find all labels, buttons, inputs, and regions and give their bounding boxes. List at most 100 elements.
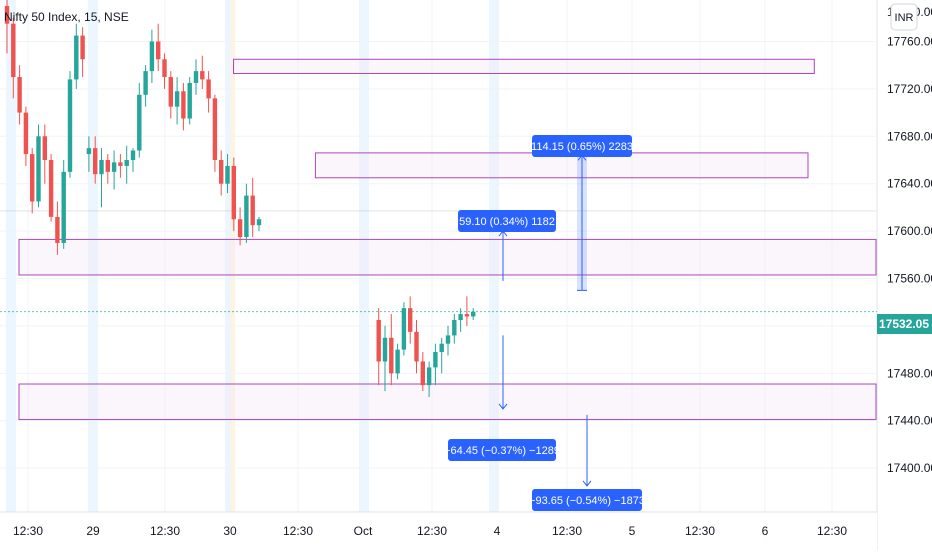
candle[interactable] bbox=[174, 77, 180, 125]
price-range-measurement[interactable]: 114.15 (0.65%) 2283 bbox=[531, 135, 633, 291]
candle[interactable] bbox=[30, 148, 35, 214]
candle-body bbox=[42, 136, 47, 160]
x-tick-label: 29 bbox=[86, 524, 100, 538]
price-range-measurement[interactable]: 59.10 (0.34%) 1182 bbox=[458, 210, 556, 281]
candle[interactable] bbox=[74, 23, 79, 89]
arrow-head-icon bbox=[498, 403, 508, 410]
candle[interactable] bbox=[156, 23, 161, 72]
candle[interactable] bbox=[130, 148, 136, 172]
candle[interactable] bbox=[55, 201, 60, 255]
candle-body bbox=[237, 219, 243, 238]
candle[interactable] bbox=[376, 308, 381, 386]
candle[interactable] bbox=[11, 17, 16, 99]
candle[interactable] bbox=[452, 314, 457, 344]
candle[interactable] bbox=[193, 59, 199, 95]
candle[interactable] bbox=[137, 82, 142, 158]
candle[interactable] bbox=[48, 154, 54, 222]
candle[interactable] bbox=[143, 65, 148, 107]
candle[interactable] bbox=[61, 160, 66, 249]
candle[interactable] bbox=[187, 77, 192, 125]
candle[interactable] bbox=[93, 136, 98, 184]
candle-body bbox=[168, 77, 173, 107]
candle[interactable] bbox=[162, 53, 167, 89]
candle[interactable] bbox=[4, 0, 10, 54]
candle[interactable] bbox=[225, 154, 230, 194]
candle[interactable] bbox=[439, 337, 444, 374]
candle[interactable] bbox=[401, 302, 407, 356]
candle[interactable] bbox=[464, 296, 470, 326]
candle-body bbox=[225, 165, 230, 184]
candle-body bbox=[36, 136, 41, 202]
candle[interactable] bbox=[250, 177, 255, 238]
candle[interactable] bbox=[231, 157, 236, 232]
candle-body bbox=[105, 160, 110, 172]
candle-body bbox=[200, 71, 205, 80]
price-range-measurement[interactable]: −64.45 (−0.37%) −1289 bbox=[444, 335, 560, 461]
x-tick-label: 12:30 bbox=[283, 524, 313, 538]
candle[interactable] bbox=[471, 308, 476, 320]
candle[interactable] bbox=[99, 148, 104, 208]
candle-body bbox=[181, 91, 186, 119]
candle[interactable] bbox=[408, 296, 413, 344]
support-resistance-zone[interactable] bbox=[233, 58, 815, 74]
candle[interactable] bbox=[181, 82, 186, 131]
candle[interactable] bbox=[395, 343, 400, 380]
candle[interactable] bbox=[17, 65, 22, 125]
candle[interactable] bbox=[105, 154, 110, 184]
arrow-head-icon bbox=[582, 480, 592, 487]
candle-body bbox=[23, 112, 29, 155]
candle-body bbox=[93, 148, 98, 175]
candle[interactable] bbox=[36, 124, 41, 208]
candle[interactable] bbox=[445, 325, 451, 356]
price-range-measurement[interactable]: −93.65 (−0.54%) −1873 bbox=[529, 414, 645, 511]
candle[interactable] bbox=[256, 216, 262, 232]
y-tick-label: 17480.00 bbox=[887, 366, 932, 380]
candle[interactable] bbox=[219, 150, 224, 196]
candle[interactable] bbox=[67, 71, 73, 178]
candle-body bbox=[193, 71, 199, 83]
y-tick-label: 17760.00 bbox=[887, 34, 932, 48]
candle[interactable] bbox=[118, 154, 123, 178]
candle-body bbox=[445, 335, 451, 344]
candle[interactable] bbox=[433, 343, 438, 386]
candle[interactable] bbox=[212, 94, 218, 172]
candle-body bbox=[118, 162, 123, 166]
x-tick-label: 12:30 bbox=[150, 524, 180, 538]
candle-body bbox=[111, 162, 117, 172]
session-band-warm bbox=[232, 0, 235, 512]
candle[interactable] bbox=[42, 124, 47, 184]
candle[interactable] bbox=[389, 314, 394, 386]
currency-badge-label: INR bbox=[895, 12, 914, 24]
candle[interactable] bbox=[86, 136, 92, 172]
candle[interactable] bbox=[149, 29, 155, 83]
candle[interactable] bbox=[168, 71, 173, 119]
candle[interactable] bbox=[111, 150, 117, 190]
session-band bbox=[489, 0, 499, 512]
candle[interactable] bbox=[237, 207, 243, 246]
y-tick-label: 17560.00 bbox=[887, 272, 932, 286]
candle[interactable] bbox=[206, 71, 211, 113]
candle-body bbox=[61, 171, 66, 243]
candle[interactable] bbox=[80, 27, 85, 78]
candle-body bbox=[420, 361, 425, 386]
candle[interactable] bbox=[420, 352, 425, 392]
support-resistance-zone[interactable] bbox=[18, 238, 877, 276]
currency-badge[interactable]: INR bbox=[890, 3, 918, 31]
candle[interactable] bbox=[23, 106, 29, 166]
candle-body bbox=[471, 311, 476, 317]
candle[interactable] bbox=[414, 320, 419, 374]
x-tick-label: 5 bbox=[629, 524, 636, 538]
candle[interactable] bbox=[200, 55, 205, 89]
candle[interactable] bbox=[382, 325, 388, 392]
candle-body bbox=[48, 160, 54, 217]
chart-title: Nifty 50 Index, 15, NSE bbox=[4, 10, 129, 24]
support-resistance-zone[interactable] bbox=[18, 383, 877, 421]
candle-body bbox=[395, 349, 400, 374]
candle[interactable] bbox=[124, 145, 129, 184]
candle[interactable] bbox=[244, 183, 249, 243]
candle[interactable] bbox=[426, 361, 432, 398]
measurement-label-box bbox=[532, 135, 632, 157]
y-tick-label: 17640.00 bbox=[887, 177, 932, 191]
